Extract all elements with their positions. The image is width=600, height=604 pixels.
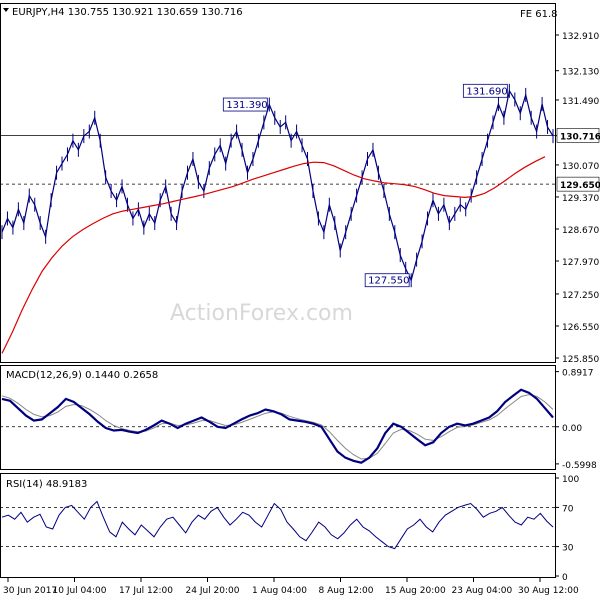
- price-tick-label: 126.550: [562, 323, 599, 333]
- x-tick-label: 15 Aug 20:00: [385, 586, 446, 596]
- rsi-tick-label: 100: [562, 475, 579, 485]
- rsi-tick-label: 70: [562, 504, 574, 514]
- price-tick-label: 128.670: [562, 226, 599, 236]
- watermark: ActionForex.com: [170, 301, 353, 326]
- rsi-tick-label: 30: [562, 544, 574, 554]
- macd-label: MACD(12,26,9) 0.1440 0.2658: [6, 370, 158, 381]
- rsi-layer: [0, 500, 555, 550]
- x-tick-label: 1 Aug 04:00: [252, 586, 307, 596]
- macd-panel-frame: [0, 365, 556, 470]
- rsi-label: RSI(14) 48.9183: [6, 479, 87, 490]
- price-tick-label: 132.130: [562, 68, 599, 78]
- annotation-box: [462, 83, 508, 98]
- x-tick-label: 24 Jul 20:00: [186, 586, 240, 596]
- rsi-axis: 100 70 30 0: [555, 475, 579, 583]
- annotation-box: [364, 273, 410, 288]
- annotation-label: 127.550: [368, 276, 409, 287]
- price-tick-label: 127.250: [562, 291, 599, 301]
- x-tick-label: 30 Jun 2017: [3, 586, 57, 596]
- price-panel-frame: [0, 3, 556, 363]
- rsi-panel-frame: [0, 473, 556, 578]
- macd-line: [1, 388, 554, 464]
- price-layer: 131.390 127.550 131.690: [0, 83, 555, 354]
- macd-tick-label: 0.8917: [562, 369, 594, 379]
- price-tick-label: 131.490: [562, 97, 599, 107]
- price-tick-label: 130.070: [562, 162, 599, 172]
- level-label-box: [556, 176, 600, 192]
- macd-layer: [0, 388, 555, 464]
- price-tick-label: 132.910: [562, 32, 599, 42]
- x-tick-label: 30 Aug 12:00: [518, 586, 579, 596]
- macd-tick-label: 0.00: [562, 424, 582, 434]
- dropdown-triangle-icon: [3, 8, 9, 12]
- level-label-box: [556, 128, 600, 143]
- fib-label: FE 61.8: [520, 9, 558, 20]
- x-tick-label: 8 Aug 12:00: [319, 586, 374, 596]
- macd-axis: 0.8917 0.00 -0.5998: [555, 369, 597, 471]
- ma-series-line: [1, 156, 546, 354]
- price-tick-label: 125.850: [562, 355, 599, 365]
- annotation-label: 131.390: [226, 100, 267, 111]
- annotation-label: 131.690: [466, 86, 507, 97]
- price-axis: 132.910132.130131.490130.710130.070129.3…: [555, 32, 600, 365]
- level-label: 130.716: [560, 132, 600, 142]
- annotation-box: [222, 97, 268, 112]
- rsi-tick-label: 0: [562, 573, 568, 583]
- close-series-line: [1, 89, 554, 282]
- macd-tick-label: -0.5998: [562, 461, 597, 471]
- x-tick-label: 17 Jul 12:00: [119, 586, 173, 596]
- price-tick-label: 127.970: [562, 258, 599, 268]
- x-tick-label: 23 Aug 04:00: [452, 586, 513, 596]
- price-tick-label: 129.370: [562, 194, 599, 204]
- rsi-line: [1, 500, 554, 550]
- chart-title: EURJPY,H4 130.755 130.921 130.659 130.71…: [12, 7, 243, 18]
- level-label: 129.650: [560, 181, 600, 191]
- x-tick-label: 10 Jul 04:00: [53, 586, 107, 596]
